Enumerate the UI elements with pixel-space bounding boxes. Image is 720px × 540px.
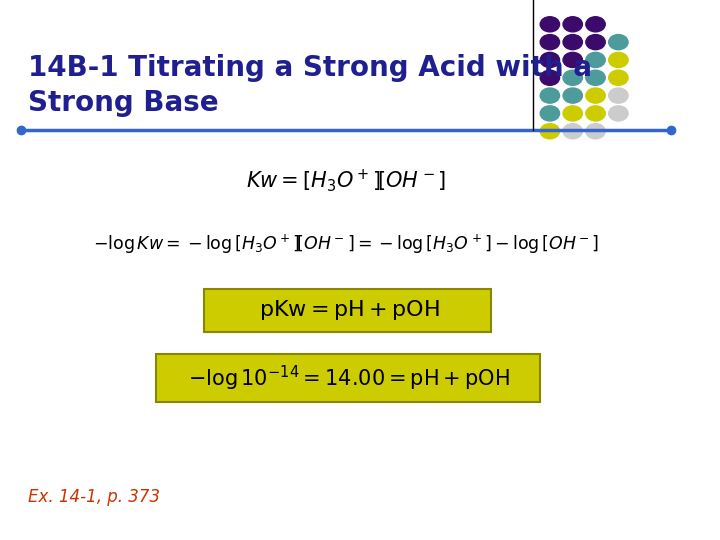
Circle shape xyxy=(586,124,606,139)
Text: $Kw = \left[H_3O^+\right]\!\left[OH^-\right]$: $Kw = \left[H_3O^+\right]\!\left[OH^-\ri… xyxy=(246,167,446,194)
Circle shape xyxy=(563,52,582,68)
Circle shape xyxy=(563,124,582,139)
Circle shape xyxy=(608,70,628,85)
Circle shape xyxy=(586,17,606,32)
Circle shape xyxy=(540,52,559,68)
Circle shape xyxy=(540,88,559,103)
Circle shape xyxy=(586,52,606,68)
Circle shape xyxy=(608,52,628,68)
Circle shape xyxy=(586,106,606,121)
Circle shape xyxy=(563,70,582,85)
Circle shape xyxy=(563,106,582,121)
Circle shape xyxy=(586,88,606,103)
Circle shape xyxy=(540,106,559,121)
Text: Ex. 14-1, p. 373: Ex. 14-1, p. 373 xyxy=(27,488,160,506)
Circle shape xyxy=(608,35,628,50)
Circle shape xyxy=(586,35,606,50)
Circle shape xyxy=(540,35,559,50)
Circle shape xyxy=(563,35,582,50)
Circle shape xyxy=(540,17,559,32)
Text: $-\log 10^{-14} = 14.00 = \mathrm{pH} + \mathrm{pOH}$: $-\log 10^{-14} = 14.00 = \mathrm{pH} + … xyxy=(189,363,510,393)
Circle shape xyxy=(586,70,606,85)
Text: 14B-1 Titrating a Strong Acid with a
Strong Base: 14B-1 Titrating a Strong Acid with a Str… xyxy=(27,54,592,117)
Circle shape xyxy=(540,70,559,85)
Circle shape xyxy=(608,106,628,121)
Circle shape xyxy=(540,124,559,139)
FancyBboxPatch shape xyxy=(204,289,491,332)
Text: $-\log Kw = -\log\left[H_3O^+\right]\!\left[OH^-\right] = -\log\left[H_3O^+\righ: $-\log Kw = -\log\left[H_3O^+\right]\!\l… xyxy=(93,232,599,256)
Circle shape xyxy=(563,88,582,103)
Circle shape xyxy=(608,88,628,103)
FancyBboxPatch shape xyxy=(156,354,539,402)
Circle shape xyxy=(563,17,582,32)
Text: $\mathrm{pKw} = \mathrm{pH} + \mathrm{pOH}$: $\mathrm{pKw} = \mathrm{pH} + \mathrm{pO… xyxy=(259,299,440,322)
